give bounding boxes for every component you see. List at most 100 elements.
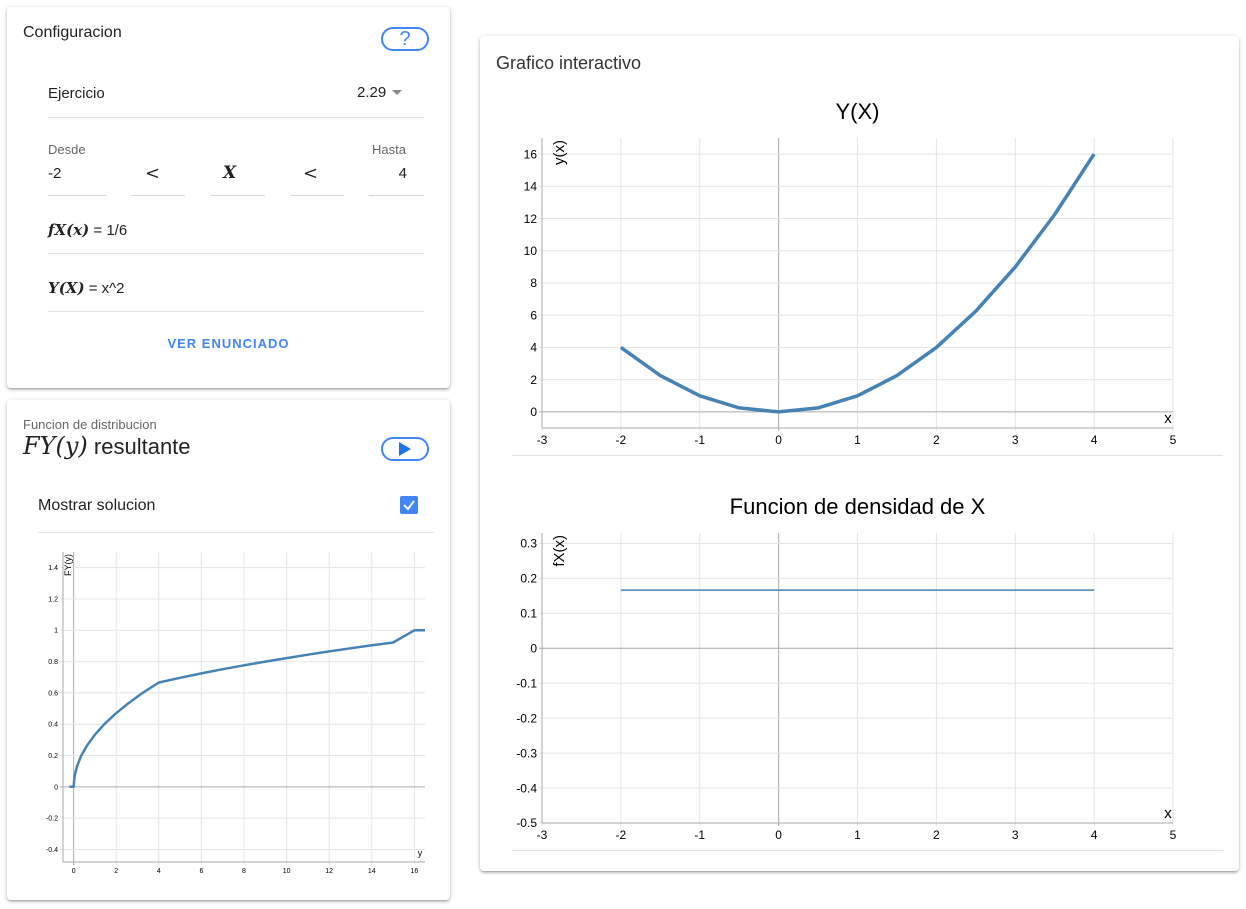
transform-symbol: Y(X) xyxy=(48,279,85,297)
series-line xyxy=(69,629,425,789)
x-tick-label: 6 xyxy=(199,868,203,875)
y-tick-label: -0.3 xyxy=(516,746,537,760)
play-icon xyxy=(399,442,411,456)
chevron-down-icon xyxy=(392,90,403,95)
y-tick-label: -0.1 xyxy=(516,676,537,690)
y-tick-label: 0 xyxy=(530,642,537,656)
graph-title: Grafico interactivo xyxy=(496,53,642,73)
transform-value: = x^2 xyxy=(88,280,125,297)
density-value: = 1/6 xyxy=(93,222,128,239)
y-tick-label: 16 xyxy=(524,147,538,161)
density-chart: Funcion de densidad de X -0.5 -0.4 -0.3 -0.2… xyxy=(516,494,1177,842)
x-tick-label: 4 xyxy=(157,868,161,875)
y-tick-label: 4 xyxy=(530,341,537,355)
config-card: Configuracion ? Ejercicio 2.29 Desde Has… xyxy=(7,7,450,388)
y-tick-label: -0.2 xyxy=(46,816,58,823)
exercise-label: Ejercicio xyxy=(48,85,105,102)
to-label: Hasta xyxy=(372,142,406,157)
x-tick-label: -3 xyxy=(537,433,548,447)
x-tick-label: 14 xyxy=(368,868,376,875)
y-tick-label: 0.3 xyxy=(520,537,537,551)
x-tick-label: 4 xyxy=(1091,828,1098,842)
x-tick-label: 0 xyxy=(775,828,782,842)
divider xyxy=(38,532,434,533)
help-icon: ? xyxy=(399,28,411,50)
distribution-title-text: resultante xyxy=(93,434,191,459)
y-axis-label: fX(x) xyxy=(551,535,568,567)
from-input-underline xyxy=(48,195,106,196)
x-tick-label: 10 xyxy=(283,868,291,875)
y-tick-label: 12 xyxy=(524,212,538,226)
density-symbol: fX(x) xyxy=(48,221,90,239)
x-tick-label: 12 xyxy=(325,868,333,875)
divider xyxy=(512,455,1223,456)
field-underline xyxy=(290,195,344,196)
y-tick-label: 14 xyxy=(524,180,538,194)
x-tick-label: 4 xyxy=(1091,433,1098,447)
from-input[interactable]: -2 xyxy=(48,165,62,182)
field-underline xyxy=(210,195,265,196)
x-tick-label: 2 xyxy=(933,828,940,842)
y-tick-label: 0.8 xyxy=(48,659,58,666)
view-statement-button[interactable]: VER ENUNCIADO xyxy=(167,336,290,351)
divider xyxy=(48,253,424,254)
x-axis-label: x xyxy=(1164,805,1172,822)
y-tick-label: -0.5 xyxy=(516,816,537,830)
y-tick-label: 0.2 xyxy=(520,572,537,586)
y-tick-label: 1.2 xyxy=(48,596,58,603)
x-tick-label: -2 xyxy=(616,828,627,842)
transform-row[interactable]: Y(X) = x^2 xyxy=(48,279,125,297)
y-tick-label: -0.4 xyxy=(46,847,58,854)
x-tick-label: 2 xyxy=(933,433,940,447)
y-tick-label: 8 xyxy=(530,276,537,290)
x-tick-label: 3 xyxy=(1012,433,1019,447)
x-tick-label: 1 xyxy=(854,433,861,447)
play-button[interactable] xyxy=(381,437,429,461)
y-tick-label: 2 xyxy=(530,373,537,387)
exercise-value: 2.29 xyxy=(357,84,387,101)
y-tick-label: 1.4 xyxy=(48,565,58,572)
y-tick-label: -0.4 xyxy=(516,781,537,795)
to-input[interactable]: 4 xyxy=(398,165,407,182)
x-tick-label: 0 xyxy=(72,868,76,875)
x-tick-label: -2 xyxy=(616,433,627,447)
distribution-title: FY(y) resultante xyxy=(23,432,191,460)
show-solution-label: Mostrar solucion xyxy=(38,497,156,514)
show-solution-checkbox[interactable] xyxy=(400,496,418,514)
x-tick-label: 16 xyxy=(410,868,418,875)
y-axis-label: y(x) xyxy=(551,140,568,165)
check-icon xyxy=(403,500,415,511)
y-tick-label: 0.6 xyxy=(48,690,58,697)
y-tick-label: 1 xyxy=(54,628,58,635)
distribution-chart: -0.4 -0.2 0 0.2 0.4 0.6 0.8 1 1.2 1.4 0 2 4 6 8 10 12 14 1… xyxy=(46,552,425,875)
distribution-subtitle: Funcion de distribucion xyxy=(23,417,157,432)
y-tick-label: 0.2 xyxy=(48,753,58,760)
less-than-sign: < xyxy=(145,163,161,184)
config-title: Configuracion xyxy=(23,24,122,41)
x-tick-label: 8 xyxy=(242,868,246,875)
distribution-card: Funcion de distribucion FY(y) resultante… xyxy=(7,400,450,900)
help-button[interactable]: ? xyxy=(381,27,429,51)
x-tick-label: 3 xyxy=(1012,828,1019,842)
x-tick-label: -1 xyxy=(694,828,705,842)
density-row[interactable]: fX(x) = 1/6 xyxy=(48,221,127,239)
exercise-select[interactable]: 2.29 xyxy=(357,84,403,101)
x-tick-label: 2 xyxy=(114,868,118,875)
x-tick-label: 5 xyxy=(1170,828,1177,842)
x-tick-label: 1 xyxy=(854,828,861,842)
chart-title: Y(X) xyxy=(836,99,880,124)
x-axis-label: x xyxy=(1164,410,1172,427)
to-input-underline xyxy=(369,195,424,196)
from-label: Desde xyxy=(48,142,86,157)
divider xyxy=(512,850,1223,851)
x-tick-label: -3 xyxy=(537,828,548,842)
y-tick-label: 10 xyxy=(524,244,538,258)
y-tick-label: 0.1 xyxy=(520,607,537,621)
divider xyxy=(48,117,424,118)
y-tick-label: -0.2 xyxy=(516,711,537,725)
divider xyxy=(48,311,424,312)
field-underline xyxy=(131,195,185,196)
chart-title: Funcion de densidad de X xyxy=(730,494,986,519)
variable-symbol: X xyxy=(223,163,237,183)
